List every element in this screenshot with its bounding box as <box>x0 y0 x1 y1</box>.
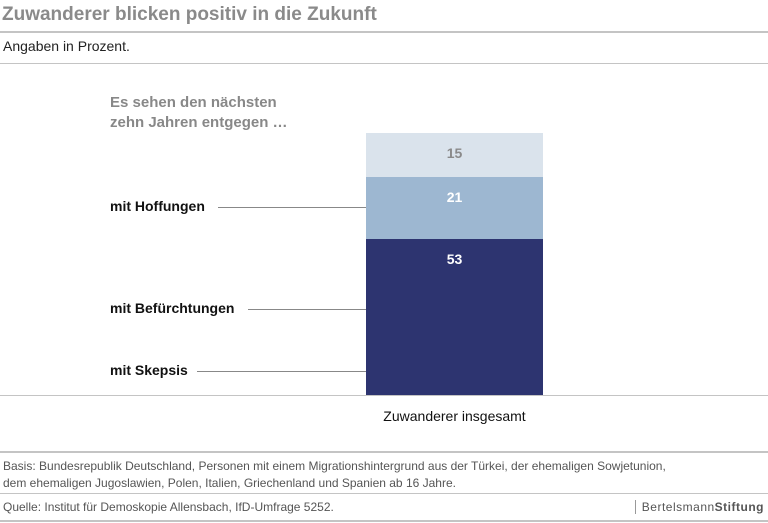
question-line-2: zehn Jahren entgegen … <box>110 114 288 131</box>
data-label: 53 <box>446 251 463 268</box>
question-line-1: Es sehen den nächsten <box>110 94 277 111</box>
leader-line <box>248 309 366 310</box>
logo-text: Bertelsmann <box>641 500 715 514</box>
source-note: Quelle: Institut für Demoskopie Allensba… <box>3 500 334 514</box>
divider <box>0 520 768 522</box>
data-label: 15 <box>446 145 463 162</box>
divider <box>0 493 768 494</box>
data-label: 21 <box>446 189 463 206</box>
bar-segment-1 <box>366 177 543 240</box>
divider <box>0 63 768 64</box>
category-label: Zuwanderer insgesamt <box>383 408 526 424</box>
logo-text-bold: Stiftung <box>714 500 764 514</box>
chart-title: Zuwanderer blicken positiv in die Zukunf… <box>2 4 377 25</box>
bar-segment-0 <box>366 239 543 395</box>
subtitle: Angaben in Prozent. <box>3 38 130 54</box>
series-label: mit Befürchtungen <box>110 300 235 316</box>
bar-segment-2 <box>366 133 543 178</box>
bertelsmann-logo: BertelsmannStiftung <box>634 500 764 514</box>
series-label: mit Hoffungen <box>110 198 205 214</box>
basis-line-1: Basis: Bundesrepublik Deutschland, Perso… <box>3 459 666 473</box>
question-note: Es sehen den nächsten zehn Jahren entgeg… <box>110 93 330 133</box>
leader-line <box>197 371 366 372</box>
divider <box>0 31 768 33</box>
leader-line <box>218 207 366 208</box>
divider <box>0 451 768 453</box>
basis-line-2: dem ehemaligen Jugoslawien, Polen, Itali… <box>3 476 456 490</box>
series-label: mit Skepsis <box>110 362 188 378</box>
baseline <box>0 395 768 396</box>
